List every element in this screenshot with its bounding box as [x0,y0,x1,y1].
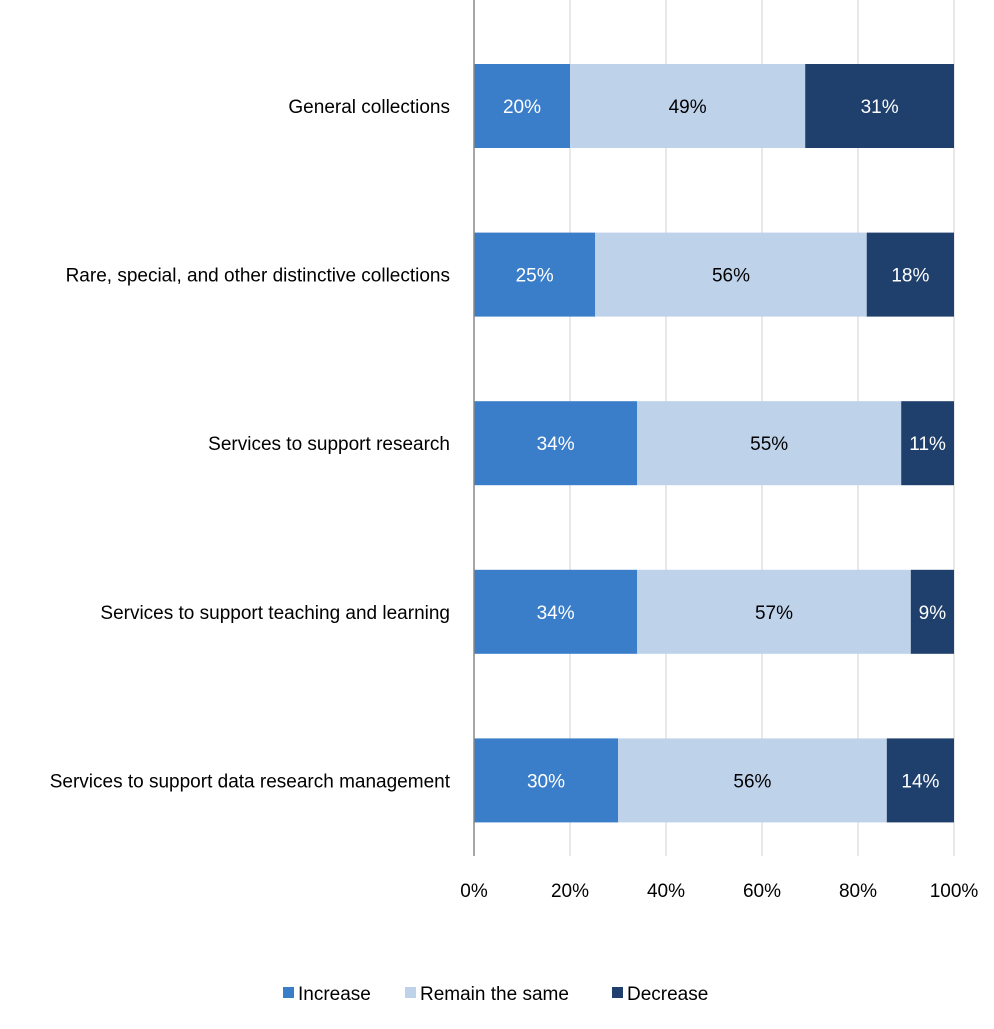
bar-segment-increase [474,569,638,654]
bar-segment-decrease [901,401,954,486]
legend-label: Decrease [627,984,708,1005]
data-label: 57% [755,603,793,624]
bar-segment-increase [474,401,638,486]
bar-segment-decrease [910,569,954,654]
bar-segment-decrease [886,738,954,823]
bar-segment-remain-the-same [637,401,902,486]
data-label: 34% [537,603,575,624]
data-label: 30% [527,771,565,792]
legend-swatch [612,987,623,998]
legend-swatch [405,987,416,998]
category-label: Services to support data research manage… [50,771,451,792]
data-label: 14% [901,771,939,792]
x-tick-label: 80% [839,881,877,902]
category-label: Services to support research [208,434,450,455]
data-label: 56% [733,771,771,792]
bar-segment-remain-the-same [637,569,911,654]
data-label: 25% [516,266,554,287]
data-label: 34% [537,434,575,455]
data-label: 31% [861,97,899,118]
legend-label: Remain the same [420,984,569,1005]
category-label: Services to support teaching and learnin… [100,603,450,624]
bar-segment-decrease [805,64,954,148]
x-tick-label: 100% [930,881,979,902]
data-label: 20% [503,97,541,118]
category-label: General collections [288,97,450,118]
data-label: 18% [891,266,929,287]
category-label: Rare, special, and other distinctive col… [66,266,450,287]
x-tick-label: 0% [460,881,488,902]
bar-segment-remain-the-same [570,64,806,148]
bar-segment-decrease [866,232,954,317]
data-label: 11% [909,434,946,455]
x-tick-label: 60% [743,881,781,902]
data-label: 56% [712,266,750,287]
legend-swatch [283,987,294,998]
legend-label: Increase [298,984,371,1005]
data-label: 49% [669,97,707,118]
bar-segment-increase [474,232,596,317]
bar-segment-increase [474,64,570,148]
x-tick-label: 40% [647,881,685,902]
data-label: 55% [750,434,788,455]
bar-segment-remain-the-same [595,232,867,317]
x-tick-label: 20% [551,881,589,902]
data-label: 9% [919,603,947,624]
bar-segment-increase [474,738,618,823]
bar-segment-remain-the-same [618,738,887,823]
